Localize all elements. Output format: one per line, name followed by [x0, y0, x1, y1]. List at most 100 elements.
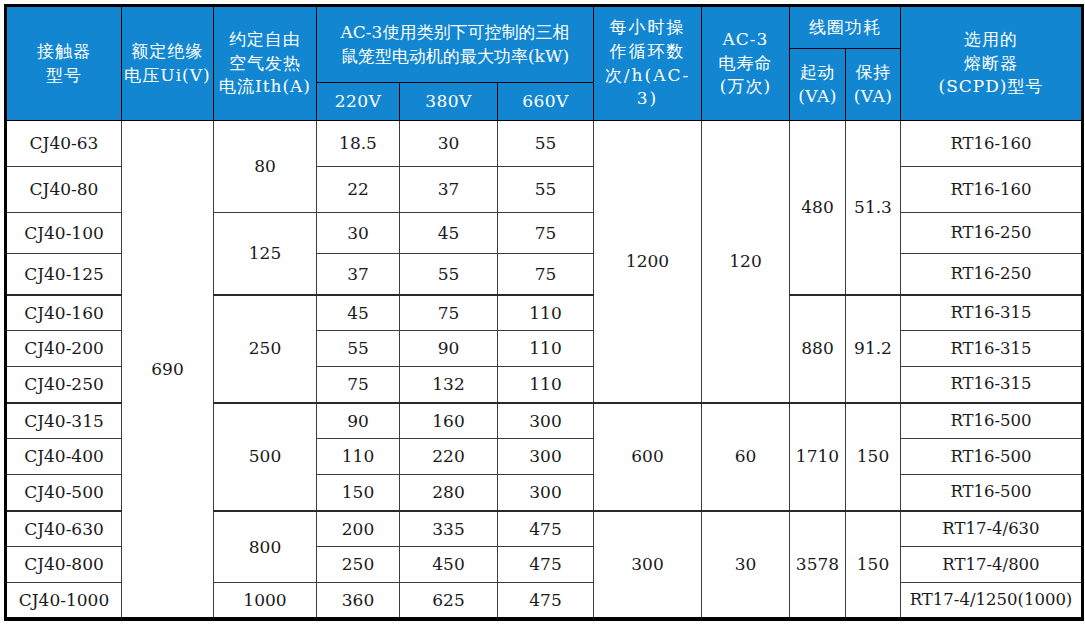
- spec-table-container: 接触器 型号 额定绝缘 电压Ui(V) 约定自由 空气发热 电流Ith(A) A…: [0, 0, 1085, 621]
- cell-power-660: 300: [498, 403, 594, 439]
- cell-model: CJ40-1000: [6, 583, 122, 619]
- cell-ith: 800: [214, 511, 317, 583]
- cell-fuse: RT16-315: [901, 295, 1083, 331]
- cell-power-660: 110: [498, 367, 594, 403]
- cell-power-380: 220: [400, 439, 498, 475]
- cell-coil-hold: 91.2: [846, 295, 901, 403]
- cell-power-220: 22: [317, 167, 400, 213]
- cell-power-380: 90: [400, 331, 498, 367]
- cell-fuse: RT17-4/800: [901, 547, 1083, 583]
- header-thermal-current: 约定自由 空气发热 电流Ith(A): [214, 6, 317, 121]
- cell-power-380: 55: [400, 254, 498, 295]
- cell-power-660: 300: [498, 475, 594, 511]
- cell-fuse: RT16-160: [901, 167, 1083, 213]
- cell-coil-start: 3578: [790, 511, 846, 619]
- cell-power-220: 45: [317, 295, 400, 331]
- cell-rated-voltage: 690: [122, 121, 214, 619]
- cell-model: CJ40-630: [6, 511, 122, 547]
- cell-fuse: RT16-315: [901, 331, 1083, 367]
- cell-power-220: 75: [317, 367, 400, 403]
- cell-fuse: RT17-4/1250(1000): [901, 583, 1083, 619]
- cell-power-660: 475: [498, 511, 594, 547]
- header-electrical-life: AC-3 电寿命 (万次): [702, 6, 790, 121]
- cell-power-380: 160: [400, 403, 498, 439]
- cell-electrical-life: 60: [702, 403, 790, 511]
- cell-power-220: 37: [317, 254, 400, 295]
- cell-ith: 500: [214, 403, 317, 511]
- header-rated-voltage: 额定绝缘 电压Ui(V): [122, 6, 214, 121]
- cell-hourly-cycles: 300: [594, 511, 702, 619]
- cell-fuse: RT16-315: [901, 367, 1083, 403]
- cell-coil-hold: 51.3: [846, 121, 901, 295]
- header-660v: 660V: [498, 83, 594, 121]
- cell-coil-hold: 150: [846, 511, 901, 619]
- cell-ith: 1000: [214, 583, 317, 619]
- cell-coil-hold: 150: [846, 403, 901, 511]
- cell-ith: 250: [214, 295, 317, 403]
- cell-fuse: RT16-500: [901, 403, 1083, 439]
- cell-model: CJ40-315: [6, 403, 122, 439]
- cell-model: CJ40-800: [6, 547, 122, 583]
- cell-power-380: 45: [400, 213, 498, 254]
- cell-power-220: 30: [317, 213, 400, 254]
- cell-power-220: 90: [317, 403, 400, 439]
- cell-ith: 80: [214, 121, 317, 213]
- cell-coil-start: 880: [790, 295, 846, 403]
- cell-power-380: 75: [400, 295, 498, 331]
- header-power-group: AC-3使用类别下可控制的三相 鼠笼型电动机的最大功率(kW): [317, 6, 594, 83]
- header-380v: 380V: [400, 83, 498, 121]
- cell-model: CJ40-160: [6, 295, 122, 331]
- contactor-spec-table: 接触器 型号 额定绝缘 电压Ui(V) 约定自由 空气发热 电流Ith(A) A…: [4, 4, 1084, 621]
- cell-power-220: 150: [317, 475, 400, 511]
- cell-power-220: 200: [317, 511, 400, 547]
- cell-power-660: 110: [498, 295, 594, 331]
- cell-fuse: RT17-4/630: [901, 511, 1083, 547]
- cell-fuse: RT16-500: [901, 439, 1083, 475]
- cell-model: CJ40-200: [6, 331, 122, 367]
- cell-power-380: 30: [400, 121, 498, 167]
- cell-electrical-life: 120: [702, 121, 790, 403]
- cell-model: CJ40-125: [6, 254, 122, 295]
- cell-fuse: RT16-250: [901, 213, 1083, 254]
- cell-hourly-cycles: 600: [594, 403, 702, 511]
- cell-power-380: 37: [400, 167, 498, 213]
- cell-fuse: RT16-500: [901, 475, 1083, 511]
- cell-power-660: 300: [498, 439, 594, 475]
- cell-model: CJ40-80: [6, 167, 122, 213]
- header-coil-start: 起动 (VA): [790, 49, 846, 121]
- cell-power-660: 55: [498, 121, 594, 167]
- cell-model: CJ40-100: [6, 213, 122, 254]
- cell-power-380: 450: [400, 547, 498, 583]
- cell-power-660: 75: [498, 213, 594, 254]
- header-hourly-cycles: 每小时操 作循环数 次/h(AC-3): [594, 6, 702, 121]
- header-model: 接触器 型号: [6, 6, 122, 121]
- cell-power-380: 625: [400, 583, 498, 619]
- cell-power-380: 335: [400, 511, 498, 547]
- cell-fuse: RT16-160: [901, 121, 1083, 167]
- cell-power-660: 55: [498, 167, 594, 213]
- cell-model: CJ40-500: [6, 475, 122, 511]
- cell-power-220: 18.5: [317, 121, 400, 167]
- cell-power-660: 75: [498, 254, 594, 295]
- cell-model: CJ40-250: [6, 367, 122, 403]
- cell-model: CJ40-400: [6, 439, 122, 475]
- cell-fuse: RT16-250: [901, 254, 1083, 295]
- cell-power-660: 475: [498, 583, 594, 619]
- cell-coil-start: 480: [790, 121, 846, 295]
- header-fuse: 选用的 熔断器 (SCPD)型号: [901, 6, 1083, 121]
- cell-power-380: 280: [400, 475, 498, 511]
- cell-power-220: 55: [317, 331, 400, 367]
- header-coil-hold: 保持 (VA): [846, 49, 901, 121]
- table-row: CJ40-63 690 80 18.5 30 55 1200 120 480 5…: [6, 121, 1083, 167]
- header-220v: 220V: [317, 83, 400, 121]
- cell-power-220: 360: [317, 583, 400, 619]
- header-coil-group: 线圈功耗: [790, 6, 901, 49]
- cell-power-380: 132: [400, 367, 498, 403]
- cell-power-660: 475: [498, 547, 594, 583]
- cell-electrical-life: 30: [702, 511, 790, 619]
- cell-model: CJ40-63: [6, 121, 122, 167]
- cell-coil-start: 1710: [790, 403, 846, 511]
- cell-hourly-cycles: 1200: [594, 121, 702, 403]
- cell-power-220: 110: [317, 439, 400, 475]
- cell-power-660: 110: [498, 331, 594, 367]
